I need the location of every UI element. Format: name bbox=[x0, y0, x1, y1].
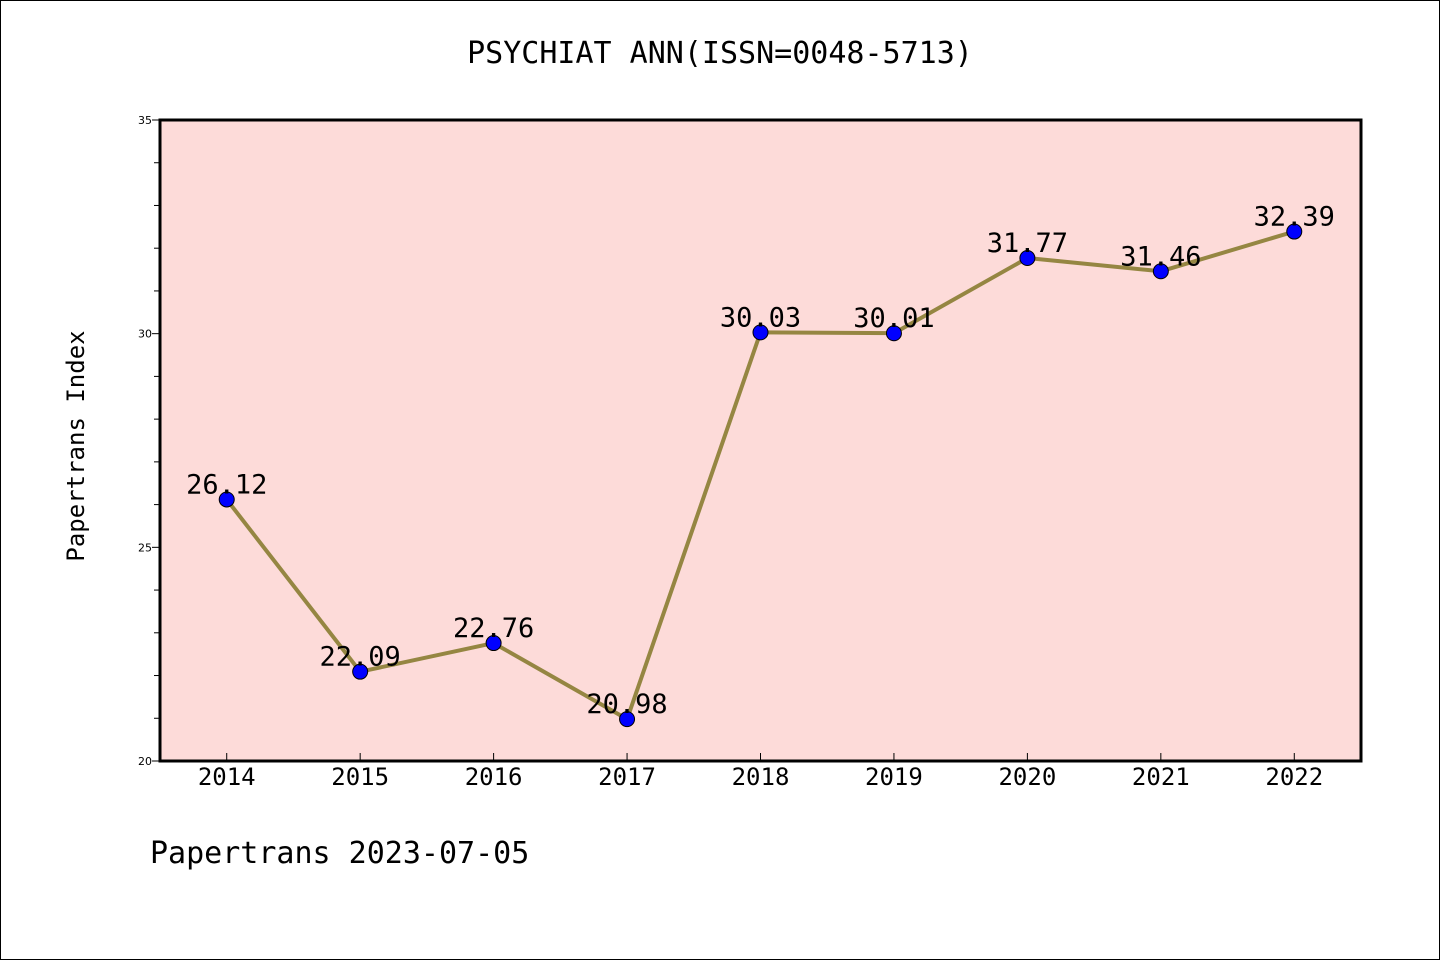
x-axis: 2014 2015 2016 2017 2018 2019 2020 2021 2022 bbox=[198, 753, 1323, 791]
data-point bbox=[485, 635, 502, 652]
data-point bbox=[1152, 263, 1169, 280]
x-tick-label: 2018 bbox=[732, 763, 790, 791]
data-label: 20.98 bbox=[586, 689, 667, 720]
data-point bbox=[352, 663, 369, 680]
data-label: 32.39 bbox=[1254, 202, 1335, 233]
x-tick-label: 2021 bbox=[1132, 763, 1190, 791]
x-tick-label: 2015 bbox=[331, 763, 389, 791]
y-tick-label: 35 bbox=[138, 114, 152, 127]
data-label: 22.09 bbox=[320, 642, 401, 673]
x-tick-label: 2014 bbox=[198, 763, 256, 791]
data-point bbox=[885, 325, 902, 342]
data-point bbox=[1019, 250, 1036, 267]
plot-border bbox=[158, 118, 1363, 763]
data-point bbox=[619, 711, 636, 728]
y-tick-label: 30 bbox=[138, 328, 152, 341]
y-axis-label: Papertrans Index bbox=[62, 330, 90, 562]
data-point bbox=[218, 491, 235, 508]
data-label: 31.77 bbox=[987, 228, 1068, 259]
data-label: 30.03 bbox=[720, 302, 801, 333]
data-label: 31.46 bbox=[1120, 241, 1201, 272]
data-point bbox=[1286, 223, 1303, 240]
data-label: 22.76 bbox=[453, 613, 534, 644]
data-label: 30.01 bbox=[853, 303, 934, 334]
x-tick-label: 2017 bbox=[598, 763, 656, 791]
data-point bbox=[752, 324, 769, 341]
x-tick-label: 2019 bbox=[865, 763, 923, 791]
y-axis: 20 25 30 35 bbox=[138, 114, 160, 768]
x-tick-label: 2022 bbox=[1265, 763, 1323, 791]
y-tick-label: 20 bbox=[138, 755, 152, 768]
footer-text: Papertrans 2023-07-05 bbox=[150, 836, 530, 871]
data-label: 26.12 bbox=[186, 469, 267, 500]
series-layer: 26.12 22.09 22.76 20.98 30.03 30.01 31.77 31.46… bbox=[186, 202, 1335, 728]
x-tick-label: 2016 bbox=[465, 763, 523, 791]
chart-title: PSYCHIAT ANN(ISSN=0048-5713) bbox=[467, 36, 973, 71]
x-tick-label: 2020 bbox=[998, 763, 1056, 791]
y-tick-label: 25 bbox=[138, 541, 152, 554]
plot-area bbox=[160, 120, 1361, 761]
